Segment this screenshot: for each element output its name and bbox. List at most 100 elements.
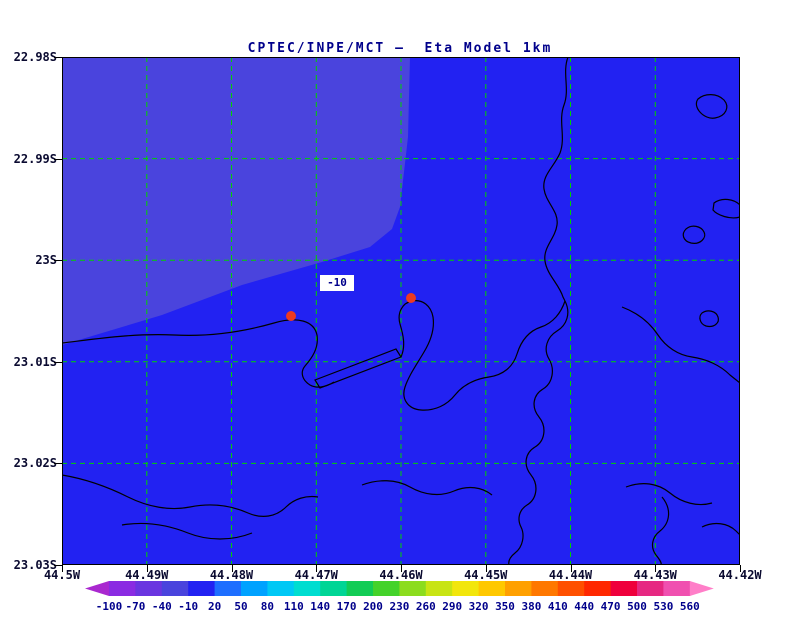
colorbar-tick-label-260: 260 (415, 600, 436, 613)
contour-southeast-3 (701, 522, 740, 536)
y-tick-23.03S (54, 565, 62, 566)
x-axis-label-44.49W: 44.49W (125, 568, 169, 582)
colorbar-tick-label-410: 410 (547, 600, 568, 613)
colorbar-tick-label-560: 560 (679, 600, 700, 613)
y-axis-label-22.98S: 22.98S (13, 50, 57, 64)
colorbar-segment-8 (320, 581, 348, 596)
x-axis-label-44.48W: 44.48W (209, 568, 254, 582)
station-marker-1 (286, 311, 296, 321)
coastlines (62, 57, 740, 565)
colorbar-segment-1 (135, 581, 163, 596)
colorbar-tick-label-80: 80 (260, 600, 275, 613)
map-canvas (62, 57, 740, 565)
colorbar-tick-label-230: 230 (389, 600, 410, 613)
negative-heat-region (62, 57, 410, 345)
map-plot-area: -10 (62, 57, 740, 565)
x-tick-44.48W (231, 565, 233, 572)
coastline-east (508, 300, 569, 565)
colorbar-segment-16 (531, 581, 559, 596)
y-tick-23.02S (54, 463, 62, 465)
colorbar-tick-label-110: 110 (283, 600, 304, 613)
colorbar-tick-label--40: -40 (151, 600, 172, 613)
coastline-northeast (543, 57, 569, 302)
colorbar-tick-label-20: 20 (207, 600, 222, 613)
contour-southwest-1 (62, 474, 319, 517)
colorbar-segment-4 (214, 581, 242, 596)
x-tick-44.45W (485, 565, 487, 572)
y-axis-label-22.99S: 22.99S (13, 151, 57, 166)
colorbar-tick-label-290: 290 (442, 600, 463, 613)
y-tick-23S (54, 260, 62, 262)
colorbar-segment-9 (346, 581, 374, 596)
colorbar-segment-21 (663, 581, 691, 596)
colorbar-tick-label-320: 320 (468, 600, 489, 613)
x-tick-44.47W (316, 565, 318, 572)
y-axis-label-23.03S: 23.03S (13, 558, 57, 572)
colorbar-segment-10 (373, 581, 400, 596)
colorbar-tick-label-500: 500 (627, 600, 647, 613)
x-tick-44.42W (740, 565, 741, 572)
colorbar-segment-11 (399, 581, 427, 596)
y-axis-label-23.01S: 23.01S (13, 354, 57, 369)
x-tick-44.43W (655, 565, 657, 572)
coastline-east-branch (621, 306, 740, 384)
colorbar-right-arrow (689, 581, 714, 596)
gridlines (62, 57, 740, 565)
colorbar-segment-15 (505, 581, 532, 596)
map-border (62, 57, 740, 565)
colorbar-segment-17 (557, 581, 585, 596)
x-tick-44.44W (570, 565, 572, 572)
colorbar-tick-label-50: 50 (234, 600, 248, 613)
colorbar-tick-label-440: 440 (574, 600, 595, 613)
colorbar-tick-label-380: 380 (521, 600, 542, 613)
x-axis-label-44.47W: 44.47W (294, 568, 338, 582)
colorbar-tick-label-470: 470 (600, 600, 621, 613)
colorbar-segment-2 (161, 581, 189, 596)
colorbar-tick-label-170: 170 (336, 600, 357, 613)
colorbar (85, 581, 714, 601)
y-tick-22.98S (54, 57, 62, 58)
island-northeast (695, 94, 728, 119)
x-tick-44.46W (401, 565, 402, 572)
colorbar-tick-label-140: 140 (310, 600, 331, 613)
x-axis-label-44.42W: 44.42W (718, 568, 762, 582)
colorbar-tick-label--100: -100 (95, 600, 123, 613)
colorbar-segment-12 (425, 581, 453, 596)
colorbar-svg (85, 581, 714, 596)
contour-label-neg10: -10 (320, 275, 354, 291)
colorbar-segment-13 (452, 581, 480, 596)
colorbar-segment-0 (109, 581, 136, 596)
x-tick-44.5W (62, 565, 63, 572)
colorbar-segment-20 (637, 581, 664, 596)
colorbar-segment-3 (188, 581, 216, 596)
colorbar-tick-label-350: 350 (495, 600, 515, 613)
island-east-tiny (699, 310, 719, 328)
colorbar-left-arrow (85, 581, 109, 596)
x-axis-label-44.45W: 44.45W (464, 568, 508, 582)
y-axis-label-23S: 23S (35, 253, 57, 268)
colorbar-segment-18 (584, 581, 612, 596)
x-axis-label-44.43W: 44.43W (633, 568, 677, 582)
y-tick-23.01S (54, 361, 62, 363)
x-axis-label-44.44W: 44.44W (548, 568, 593, 582)
colorbar-segment-14 (478, 581, 506, 596)
y-tick-22.99S (54, 158, 62, 160)
y-axis-label-23.02S: 23.02S (13, 456, 57, 471)
colorbar-segment-19 (610, 581, 638, 596)
colorbar-tick-label--70: -70 (125, 600, 146, 613)
coastline-west (62, 319, 335, 388)
contour-southeast-2 (651, 496, 670, 565)
colorbar-segment-5 (241, 581, 268, 596)
colorbar-tick-label-200: 200 (363, 600, 383, 613)
chart-title: CPTEC/INPE/MCT — Eta Model 1km (247, 41, 553, 56)
contour-south-center (361, 480, 493, 496)
x-axis-label-44.5W: 44.5W (43, 568, 81, 582)
contour-southeast-1 (625, 483, 713, 506)
colorbar-tick-label-530: 530 (653, 600, 674, 613)
x-axis-label-44.46W: 44.46W (379, 568, 423, 582)
colorbar-segment-6 (267, 581, 295, 596)
colorbar-tick-label--10: -10 (178, 600, 199, 613)
x-tick-44.49W (146, 565, 148, 572)
island-east-small (682, 225, 706, 244)
station-marker-2 (406, 293, 416, 303)
